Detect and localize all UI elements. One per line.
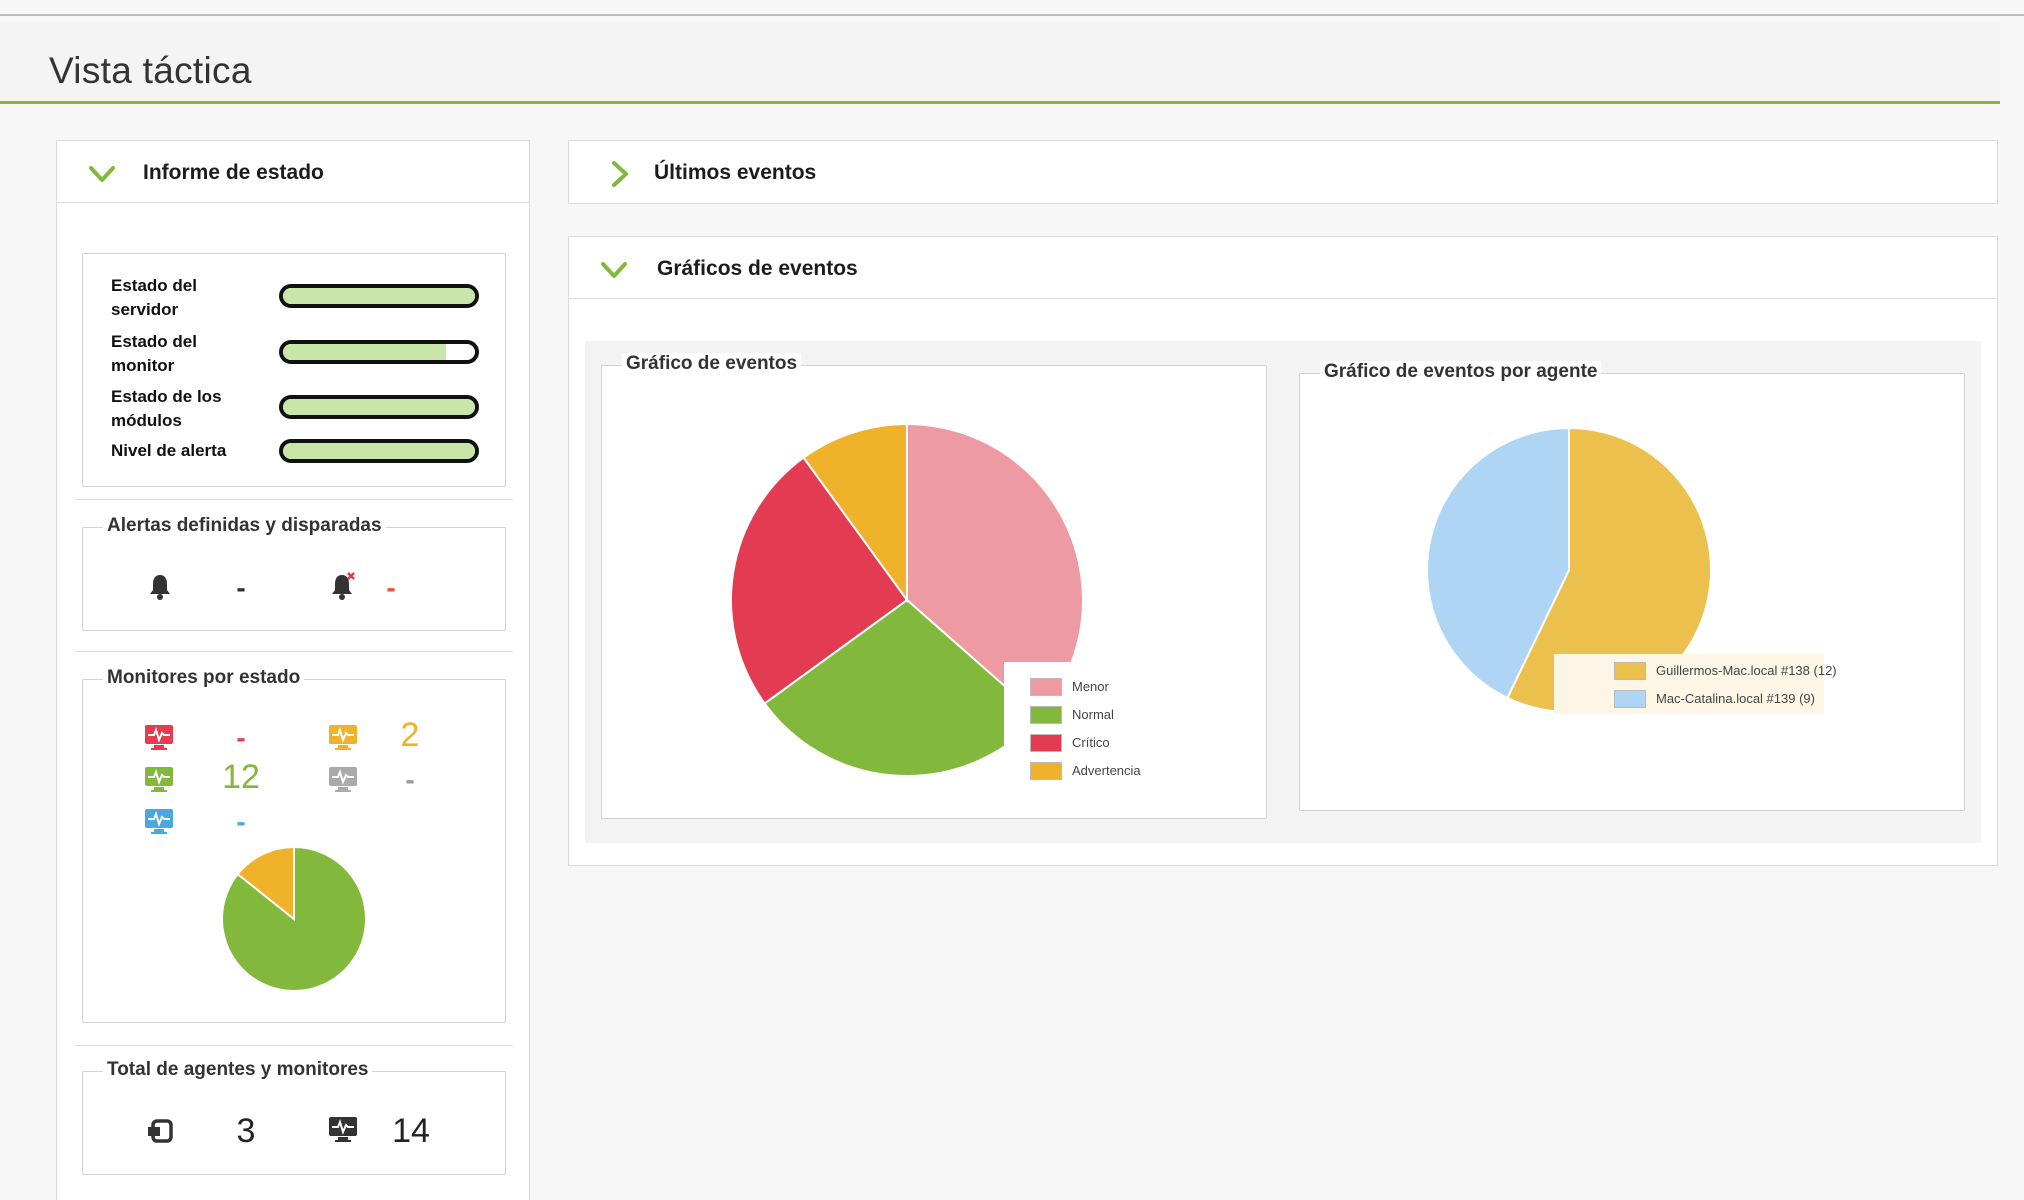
event-agent-chart-title: Gráfico de eventos por agente	[1320, 361, 1602, 383]
divider	[75, 499, 513, 500]
monitor-normal-icon	[145, 767, 173, 792]
event-agent-pie-chart	[1426, 426, 1712, 713]
status-label: Estado del servidor	[111, 276, 197, 319]
monitors-normal-value: 12	[222, 758, 260, 796]
chevron-down-icon[interactable]	[87, 159, 117, 189]
event-chart-legend: Menor Normal Crítico Advertencia	[1004, 662, 1154, 782]
monitor-unknown-icon	[329, 767, 357, 792]
status-report-panel: Informe de estado Estado del servidor Es…	[56, 140, 530, 1200]
totals-title: Total de agentes y monitores	[103, 1059, 373, 1081]
server-status-bar	[279, 284, 479, 308]
monitor-not-init-icon	[145, 809, 173, 834]
pie-slice-critico	[730, 456, 909, 705]
monitors-box: Monitores por estado - 2 12 -	[82, 667, 506, 1023]
divider	[75, 1045, 513, 1046]
totals-box: Total de agentes y monitores 3 14	[82, 1059, 506, 1175]
event-graphs-header[interactable]: Gráficos de eventos	[569, 237, 1997, 299]
status-bars-box: Estado del servidor Estado del monitor E…	[82, 253, 506, 487]
monitors-unknown-value: -	[405, 764, 415, 795]
chevron-right-icon[interactable]	[605, 159, 635, 189]
monitor-critical-icon	[145, 725, 173, 750]
event-graphs-panel: Gráficos de eventos Gráfico de eventos M…	[568, 236, 1998, 866]
event-graphs-title: Gráficos de eventos	[657, 257, 858, 280]
status-label: Estado del monitor	[111, 332, 197, 375]
event-agent-chart-legend: Guillermos-Mac.local #138 (12) Mac-Catal…	[1554, 654, 1837, 714]
total-monitors-value: 14	[392, 1112, 430, 1150]
modules-status-bar	[279, 395, 479, 419]
monitor-status-bar	[279, 340, 479, 364]
event-chart-title: Gráfico de eventos	[622, 353, 802, 375]
status-label: Estado de los módulos	[111, 387, 222, 430]
bell-fired-icon	[332, 572, 355, 600]
alerts-fired-value: -	[386, 572, 396, 603]
total-agents-value: 3	[236, 1112, 256, 1150]
latest-events-panel: Últimos eventos	[568, 140, 1998, 204]
chevron-down-icon[interactable]	[599, 255, 629, 285]
page-header: Vista táctica	[0, 22, 2000, 104]
monitors-not-init-value: -	[236, 806, 246, 837]
page-title: Vista táctica	[49, 50, 252, 91]
monitors-title: Monitores por estado	[103, 667, 305, 689]
graphs-area: Gráfico de eventos Menor Normal Crítico …	[585, 341, 1981, 843]
divider	[75, 651, 513, 652]
bell-icon	[150, 575, 170, 600]
latest-events-title: Últimos eventos	[654, 161, 817, 184]
alerts-box: Alertas definidas y disparadas - -	[82, 515, 506, 631]
event-agent-chart-box: Gráfico de eventos por agente Guillermos…	[1299, 361, 1965, 811]
monitors-pie-chart	[221, 845, 367, 992]
pie-slice-warning	[236, 845, 295, 922]
status-report-title: Informe de estado	[143, 161, 324, 184]
pie-slice-advertencia	[802, 422, 908, 604]
latest-events-header[interactable]: Últimos eventos	[569, 141, 1997, 203]
monitors-critical-value: -	[236, 722, 246, 753]
monitors-warning-value: 2	[400, 716, 420, 754]
status-report-header[interactable]: Informe de estado	[57, 141, 529, 203]
top-divider	[0, 14, 2024, 16]
alert-level-bar	[279, 439, 479, 463]
agent-icon	[148, 1119, 173, 1143]
monitor-icon	[329, 1117, 357, 1142]
monitor-warning-icon	[329, 725, 357, 750]
pie-slice-agent-139	[1426, 426, 1570, 700]
alerts-title: Alertas definidas y disparadas	[103, 515, 386, 537]
event-pie-chart	[730, 422, 1084, 777]
alerts-defined-value: -	[236, 572, 246, 603]
event-chart-box: Gráfico de eventos Menor Normal Crítico …	[601, 353, 1267, 819]
status-label: Nivel de alerta	[111, 441, 227, 460]
